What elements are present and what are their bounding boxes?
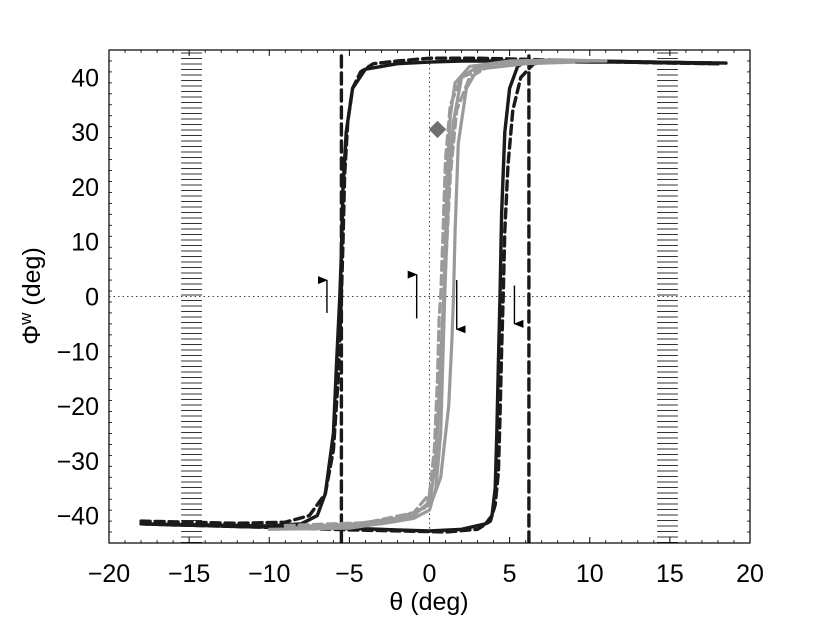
y-axis-label: Φw (deg)	[16, 247, 46, 345]
x-tick-label: −5	[335, 560, 364, 588]
y-tick-label: 20	[71, 174, 99, 202]
y-tick-label: −40	[57, 503, 99, 531]
x-tick-label: −20	[88, 560, 130, 588]
y-tick-label: −10	[57, 338, 99, 366]
x-tick-label: −15	[168, 560, 210, 588]
y-tick-label: −30	[57, 448, 99, 476]
y-tick-label: 0	[85, 284, 99, 312]
x-tick-label: 10	[576, 560, 604, 588]
x-tick-label: 0	[423, 560, 437, 588]
y-tick-label: 10	[71, 229, 99, 257]
y-tick-label: 40	[71, 64, 99, 92]
x-tick-label: 20	[736, 560, 764, 588]
series-line-11	[299, 59, 592, 529]
hatched-band	[181, 52, 202, 543]
x-tick-label: −10	[248, 560, 290, 588]
diamond-marker	[428, 120, 447, 139]
series-line-5	[139, 56, 720, 525]
hatched-band	[657, 52, 678, 543]
x-tick-label: 15	[656, 560, 684, 588]
y-tick-label: −20	[57, 393, 99, 421]
x-axis-label: θ (deg)	[389, 588, 468, 616]
y-tick-label: 30	[71, 119, 99, 147]
x-tick-label: 5	[503, 560, 517, 588]
